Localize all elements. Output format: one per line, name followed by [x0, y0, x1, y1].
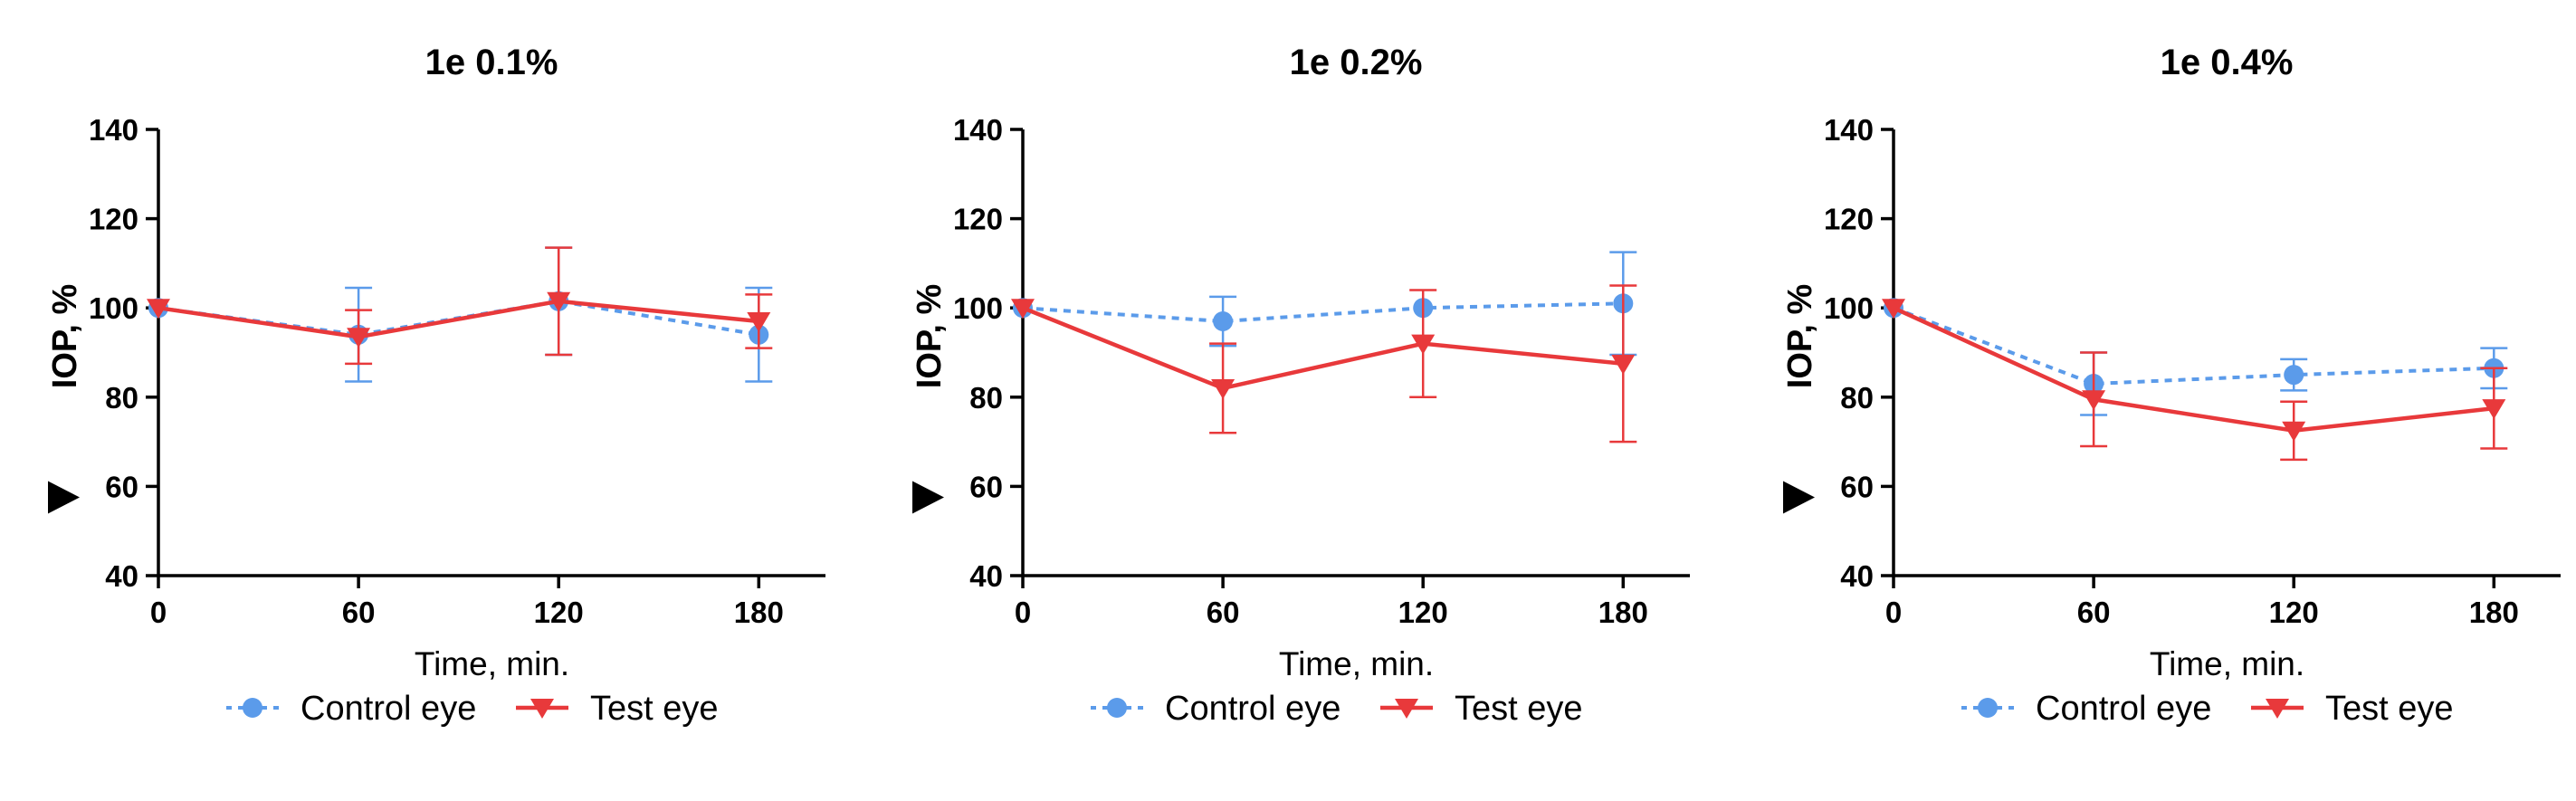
- x-tick-label: 180: [1598, 596, 1648, 629]
- y-axis-label-group: IOP, %: [46, 284, 84, 514]
- x-tick-label: 60: [342, 596, 376, 629]
- series-line: [1022, 306, 1624, 391]
- y-tick-label: 60: [105, 470, 138, 503]
- panel-3: 1e 0.4% 40 60 80 100 120 140 0 60 120 180 Time, min…: [1781, 43, 2561, 728]
- data-point: [1011, 299, 1035, 319]
- y-tick-label: 120: [953, 203, 1003, 236]
- legend: Control eye Test eye: [1091, 690, 1583, 728]
- legend: Control eye Test eye: [226, 690, 719, 728]
- x-tick-label: 0: [1885, 596, 1902, 629]
- x-tick-label: 60: [1207, 596, 1240, 629]
- y-axis-label: IOP, %: [1781, 284, 1819, 388]
- legend-test-marker: [530, 699, 554, 719]
- y-tick-label: 100: [953, 291, 1003, 325]
- y-tick-label: 140: [1824, 113, 1874, 147]
- y-tick-label: 80: [105, 381, 138, 415]
- y-tick-label: 140: [89, 113, 138, 147]
- delta-icon: [1783, 481, 1815, 514]
- y-axis-label-group: IOP, %: [1781, 284, 1819, 514]
- data-point: [1882, 299, 1905, 319]
- data-point: [2082, 390, 2106, 411]
- x-axis-label: Time, min.: [1279, 645, 1434, 682]
- y-tick-label: 40: [105, 559, 138, 593]
- x-axis-label: Time, min.: [2150, 645, 2304, 682]
- y-tick-label: 80: [1840, 381, 1874, 415]
- panel-title: 1e 0.4%: [2161, 43, 2294, 82]
- y-tick-label: 60: [969, 470, 1003, 503]
- data-point: [147, 299, 170, 319]
- y-tick-label: 40: [1840, 559, 1874, 593]
- data-point: [1611, 354, 1636, 375]
- data-point: [747, 311, 771, 332]
- series-line: [157, 299, 759, 339]
- x-tick-label: 180: [734, 596, 784, 629]
- legend-test-label: Test eye: [2325, 690, 2454, 728]
- data-point: [347, 328, 371, 348]
- legend-test-label: Test eye: [1455, 690, 1583, 728]
- panel-2: 1e 0.2% 40 60 80 100 120 140 0 60 120 180 Time, min…: [911, 43, 1690, 728]
- data-point: [1213, 310, 1234, 331]
- series-test-eye: [1011, 284, 1637, 443]
- series-test-eye: [1882, 299, 2508, 462]
- series-line: [1893, 306, 2495, 386]
- y-tick-label: 60: [1840, 470, 1874, 503]
- panel-title: 1e 0.2%: [1290, 43, 1423, 82]
- legend-test-marker: [2266, 699, 2289, 719]
- data-point: [2482, 399, 2506, 420]
- x-axis-label: Time, min.: [415, 645, 569, 682]
- delta-icon: [48, 481, 80, 514]
- panel-1: 1e 0.1% 40 60 80 100 120 140 0 60 120 180 Time, min…: [46, 43, 825, 728]
- data-point: [2282, 421, 2306, 442]
- x-tick-label: 60: [2077, 596, 2111, 629]
- data-point: [2284, 365, 2304, 386]
- series-control-eye: [1884, 298, 2508, 416]
- y-axis-label: IOP, %: [911, 284, 949, 388]
- legend-test-label: Test eye: [590, 690, 719, 728]
- x-tick-label: 180: [2469, 596, 2519, 629]
- data-point: [547, 291, 571, 312]
- series-line: [1022, 301, 1624, 323]
- data-point: [1211, 378, 1236, 399]
- legend: Control eye Test eye: [1961, 690, 2454, 728]
- x-tick-label: 0: [150, 596, 167, 629]
- y-tick-label: 120: [89, 203, 138, 236]
- panel-title: 1e 0.1%: [425, 43, 558, 82]
- y-tick-label: 100: [89, 291, 138, 325]
- x-tick-label: 120: [2269, 596, 2319, 629]
- x-tick-label: 120: [1398, 596, 1448, 629]
- y-tick-label: 120: [1824, 203, 1874, 236]
- data-point: [1411, 334, 1436, 355]
- legend-control-marker: [243, 698, 262, 718]
- y-tick-label: 40: [969, 559, 1003, 593]
- series-test-eye: [147, 246, 773, 366]
- legend-control-label: Control eye: [2036, 690, 2211, 728]
- legend-control-label: Control eye: [1165, 690, 1340, 728]
- x-tick-label: 120: [534, 596, 584, 629]
- y-axis-label: IOP, %: [46, 284, 84, 388]
- legend-control-marker: [1107, 698, 1127, 718]
- legend-control-label: Control eye: [301, 690, 476, 728]
- y-tick-label: 80: [969, 381, 1003, 415]
- y-axis-label-group: IOP, %: [911, 284, 949, 514]
- legend-control-marker: [1978, 698, 1998, 718]
- y-tick-label: 140: [953, 113, 1003, 147]
- legend-test-marker: [1395, 699, 1418, 719]
- x-tick-label: 0: [1015, 596, 1031, 629]
- y-tick-label: 100: [1824, 291, 1874, 325]
- series-line: [1893, 306, 2495, 434]
- delta-icon: [912, 481, 944, 514]
